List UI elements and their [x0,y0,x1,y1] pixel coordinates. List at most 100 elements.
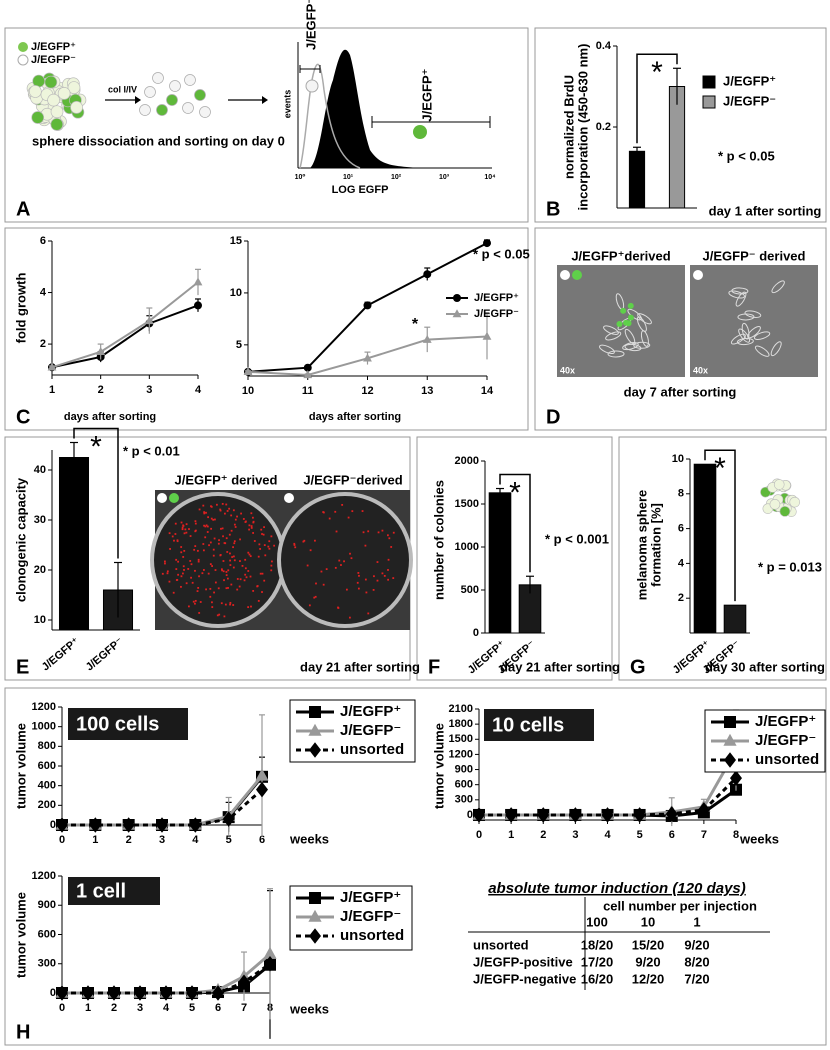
colony [350,557,353,560]
significance-star: * [651,56,663,89]
colony [257,555,260,558]
x-tick-label: 5 [637,829,643,841]
colony [181,526,184,529]
chart-label: 1 cell [76,880,126,902]
colony [263,526,265,529]
marker [243,367,253,376]
x-tick-label: 0 [476,829,482,841]
colony [258,543,261,546]
colony [183,569,185,571]
table-column: 1 [693,914,700,929]
y-tick-label: 900 [455,763,473,775]
marker [134,985,146,1001]
colony [226,510,229,512]
plate [277,492,413,628]
marker [569,807,582,823]
cell [70,101,83,114]
colony [227,569,230,572]
colony [238,585,241,588]
marker [482,331,492,340]
colony [256,585,259,587]
marker [238,974,250,991]
marker [453,294,461,302]
gfp-cell [627,314,634,321]
colony [252,532,255,534]
colony [225,571,228,573]
colony [219,508,222,511]
y-tick-label: 2 [40,338,46,350]
cell-outline [603,325,619,335]
colony [253,540,256,542]
colony [168,532,171,535]
colony [185,582,188,585]
colony [222,560,225,562]
marker [363,301,372,310]
colony [203,524,205,527]
colony [183,532,186,535]
colony [245,520,247,523]
colony [224,512,226,515]
colony [242,518,245,520]
colony [225,587,228,590]
colony [214,569,217,571]
colony [219,509,222,512]
y-tick-label: 0 [50,819,56,831]
table-cell: J/EGFP-negative [473,971,576,986]
cell-outline [738,328,751,343]
colony [268,547,271,550]
marker [122,817,135,833]
colony [252,516,254,519]
colony [244,567,247,570]
colony [334,566,337,569]
significance-star: * [509,476,521,509]
cell [779,506,791,517]
annotation: * p = 0.013 [758,559,822,574]
colony [231,556,234,558]
y-tick-label: 10 [672,453,684,465]
cell [156,104,168,116]
colony [187,568,190,570]
colony [341,503,344,506]
marker [483,239,491,248]
marker [309,706,321,718]
gfp-cell [616,320,623,327]
colony [212,548,215,551]
colony [166,570,169,573]
significance-bracket [636,53,678,144]
colony [220,568,223,571]
y-tick-label: 6 [40,235,46,247]
colony [387,558,390,561]
colony [250,605,252,608]
colony [236,588,239,591]
x-tick-label: 3 [146,384,152,396]
colony [387,569,389,571]
table-cell: unsorted [473,937,529,952]
colony [240,512,242,515]
colony [234,526,237,528]
x-tick-label: 11 [302,385,314,397]
colony [367,612,370,615]
colony [182,565,185,568]
colony [194,522,197,525]
panel-label: G [630,656,646,678]
marker [601,807,614,823]
table-column: 10 [641,914,655,929]
y-tick-label: 20 [34,564,46,576]
colony [232,509,235,512]
x-tick-label: 1 [92,834,98,846]
y-tick-label: 4 [678,557,685,569]
legend-text: J/EGFP⁺ [755,713,816,730]
colony [198,575,200,578]
cell [184,74,196,86]
colony [182,524,185,527]
panel-frame [4,27,529,223]
colony [184,528,187,531]
colony [392,577,395,579]
colony [293,544,296,546]
y-tick-label: 5 [236,339,242,351]
colony [222,570,225,573]
panel-label: H [16,1021,30,1043]
legend-text: J/EGFP⁺ [31,41,76,53]
colony [194,602,196,605]
